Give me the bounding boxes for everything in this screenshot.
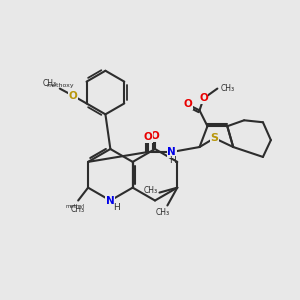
Text: H: H <box>113 203 120 212</box>
Text: CH₃: CH₃ <box>143 186 158 195</box>
Text: O: O <box>183 99 192 110</box>
Text: S: S <box>210 133 218 143</box>
Text: H: H <box>169 156 176 165</box>
Text: CH₃: CH₃ <box>43 79 57 88</box>
Text: CH₃: CH₃ <box>155 208 169 217</box>
Text: methoxy: methoxy <box>46 83 74 88</box>
Text: N: N <box>167 147 176 157</box>
Text: O: O <box>151 131 159 141</box>
Text: N: N <box>106 196 115 206</box>
Text: O: O <box>68 91 77 100</box>
Text: CH₃: CH₃ <box>71 206 85 214</box>
Text: O: O <box>144 132 152 142</box>
Text: O: O <box>199 94 208 103</box>
Text: methyl: methyl <box>66 205 85 209</box>
Text: CH₃: CH₃ <box>220 84 235 93</box>
